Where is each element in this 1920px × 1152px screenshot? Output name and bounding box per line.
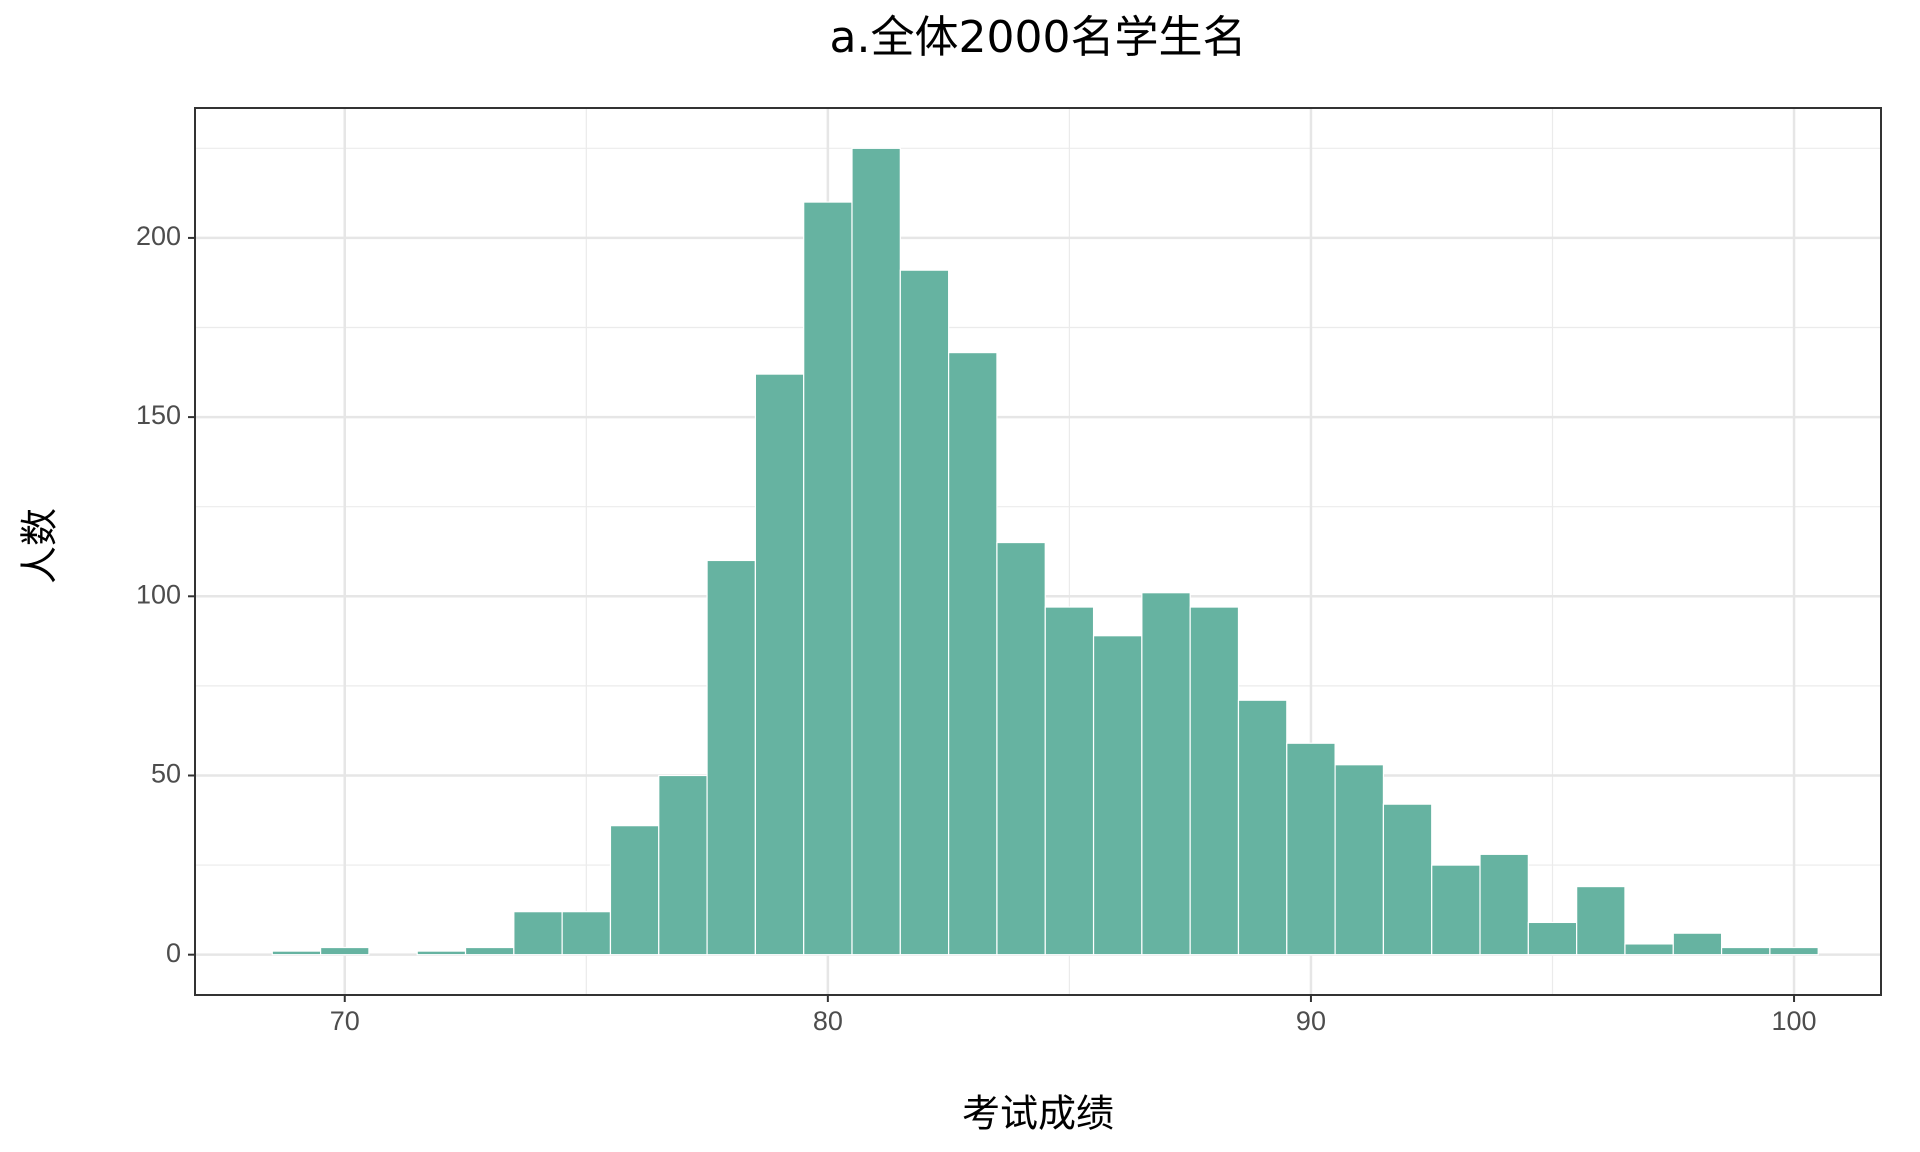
bar [464,946,515,956]
y-tick-label: 50 [151,759,181,789]
y-axis-label: 人数 [18,508,62,584]
bar [948,351,998,956]
bar [1382,803,1433,956]
plot-border [194,107,1882,996]
bar [754,373,805,956]
bar [706,559,756,956]
bar [899,269,950,956]
bar [1527,921,1578,956]
y-tick-label: 0 [166,938,181,968]
x-tick-label: 90 [1296,1006,1326,1036]
bar [1624,943,1674,956]
bar [1237,699,1288,956]
x-tick-label: 70 [330,1006,360,1036]
x-tick-label: 100 [1772,1006,1817,1036]
bar [658,774,708,956]
bar [1431,864,1481,956]
bar [1092,635,1143,956]
bar [1479,853,1529,956]
x-axis-label: 考试成绩 [962,1092,1114,1136]
bar [1189,606,1240,956]
bar [609,825,660,956]
bar [513,911,563,956]
bar [1286,742,1336,956]
bar [1576,885,1626,956]
chart-title: a.全体2000名学生名 [830,12,1247,63]
bar [1141,592,1191,956]
y-tick-label: 100 [136,579,181,609]
y-tick-label: 150 [136,400,181,430]
bar [803,201,853,956]
bar [851,147,901,956]
bar [1334,764,1385,956]
y-tick-label: 200 [136,221,181,251]
bar [1044,606,1095,956]
bar [561,911,612,956]
bar [271,950,322,956]
bar [1672,932,1723,956]
bar [996,541,1046,956]
bar [1720,946,1771,956]
bar [1769,946,1819,956]
bar [320,946,370,956]
bar [416,950,467,956]
x-tick-label: 80 [813,1006,843,1036]
